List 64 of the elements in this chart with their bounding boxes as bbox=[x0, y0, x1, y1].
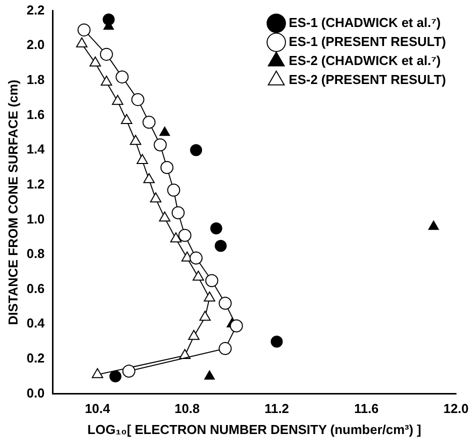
point bbox=[204, 292, 216, 302]
point bbox=[170, 232, 182, 242]
point bbox=[76, 37, 88, 48]
y-tick-label: 1.2 bbox=[26, 176, 45, 192]
x-tick-label: 11.6 bbox=[354, 401, 379, 416]
y-tick-label: 0.2 bbox=[26, 350, 45, 366]
y-tick-label: 1.6 bbox=[26, 106, 45, 122]
point bbox=[90, 56, 101, 67]
point bbox=[190, 252, 203, 265]
point bbox=[190, 144, 202, 156]
point bbox=[270, 336, 283, 348]
point bbox=[120, 114, 132, 124]
y-axis-title: DISTANCE FROM CONE SURFACE (cm) bbox=[5, 80, 20, 325]
x-tick-label: 11.2 bbox=[264, 401, 290, 416]
point bbox=[205, 274, 218, 288]
point bbox=[218, 342, 232, 356]
point bbox=[159, 126, 170, 136]
y-tick-label: 0.8 bbox=[26, 246, 45, 262]
point bbox=[130, 134, 142, 145]
y-tick-label: 2.0 bbox=[26, 37, 45, 52]
point bbox=[154, 138, 167, 152]
point bbox=[131, 93, 144, 106]
point bbox=[100, 76, 112, 86]
point bbox=[230, 319, 243, 332]
point bbox=[100, 48, 113, 61]
point bbox=[92, 368, 104, 378]
point bbox=[109, 370, 122, 382]
point bbox=[150, 192, 162, 202]
point bbox=[136, 154, 148, 164]
point bbox=[143, 173, 155, 184]
point bbox=[204, 370, 215, 380]
legend-label: ES-2 (PRESENT RESULT) bbox=[288, 72, 446, 87]
point bbox=[160, 160, 174, 174]
point bbox=[218, 296, 232, 310]
point bbox=[210, 222, 222, 234]
point bbox=[112, 94, 124, 105]
point bbox=[102, 14, 115, 26]
x-tick-label: 12.0 bbox=[443, 401, 469, 416]
point bbox=[159, 211, 170, 222]
point bbox=[116, 70, 129, 84]
legend-label: ES-1 (PRESENT RESULT) bbox=[288, 34, 446, 49]
y-tick-label: 1.0 bbox=[26, 211, 45, 226]
legend-label: ES-2 (CHADWICK et al.⁷) bbox=[288, 52, 441, 68]
point bbox=[122, 364, 136, 378]
y-tick-label: 0.0 bbox=[26, 385, 45, 400]
x-tick-label: 10.8 bbox=[174, 401, 200, 416]
point bbox=[142, 116, 156, 129]
point bbox=[78, 23, 91, 36]
point bbox=[428, 220, 439, 230]
point bbox=[214, 240, 227, 252]
y-tick-label: 0.4 bbox=[26, 316, 46, 331]
point bbox=[188, 330, 200, 340]
point bbox=[167, 184, 180, 197]
point bbox=[192, 270, 204, 281]
y-tick-label: 1.8 bbox=[26, 72, 45, 88]
point bbox=[199, 310, 211, 321]
y-tick-label: 2.2 bbox=[26, 2, 45, 18]
point bbox=[172, 206, 185, 220]
y-tick-label: 1.4 bbox=[26, 142, 46, 157]
y-tick-label: 0.6 bbox=[26, 280, 45, 296]
point bbox=[178, 228, 192, 242]
legend-label: ES-1 (CHADWICK et al.⁷) bbox=[288, 14, 441, 30]
x-axis-title: LOG₁₀[ ELECTRON NUMBER DENSITY (number/cm³) ] bbox=[87, 422, 422, 437]
x-tick-label: 10.4 bbox=[84, 401, 111, 416]
